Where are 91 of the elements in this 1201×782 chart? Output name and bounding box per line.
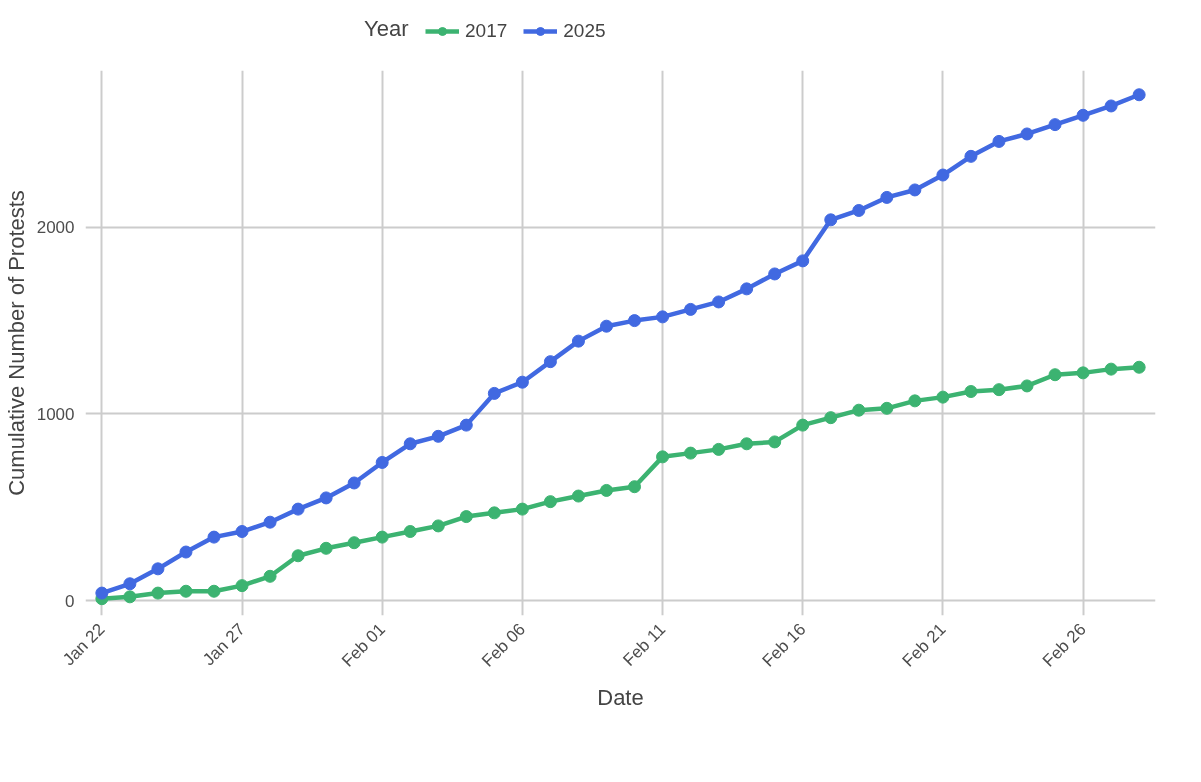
point [712, 442, 726, 456]
point [291, 502, 305, 516]
x-tick-label: Feb 06 [478, 619, 530, 671]
point [571, 489, 585, 503]
point [459, 510, 473, 524]
x-tick-label: Feb 11 [619, 619, 670, 670]
point [487, 506, 501, 520]
point [543, 355, 557, 369]
point [403, 437, 417, 451]
point [151, 586, 165, 600]
point [403, 525, 417, 538]
point [1076, 366, 1090, 380]
point [319, 541, 333, 555]
point [880, 401, 894, 415]
point [599, 483, 613, 497]
legend-title: Year [364, 16, 409, 41]
x-tick-label: Feb 26 [1038, 619, 1090, 671]
point [571, 334, 585, 348]
x-tick-label: Jan 27 [199, 619, 249, 670]
point [936, 168, 950, 182]
point [263, 569, 277, 583]
point [543, 495, 557, 509]
point [235, 525, 249, 538]
point [740, 282, 754, 296]
x-tick-label: Jan 22 [59, 619, 109, 670]
point [684, 302, 698, 316]
y-axis-title: Cumulative Number of Protests [3, 190, 29, 496]
point [656, 310, 670, 324]
point [1076, 108, 1090, 122]
x-axis-title: Date [597, 685, 644, 711]
point [1020, 379, 1034, 393]
point [515, 375, 529, 389]
point [459, 418, 473, 432]
point [628, 314, 642, 328]
point [1132, 360, 1146, 374]
point [768, 267, 782, 281]
point [95, 586, 109, 600]
point [992, 134, 1006, 148]
point [936, 390, 950, 404]
point [684, 446, 698, 460]
point [1104, 99, 1118, 113]
y-tick-label: 0 [65, 591, 75, 611]
point [992, 383, 1006, 397]
point [431, 519, 445, 533]
x-tick-label: Feb 21 [898, 619, 950, 671]
point [1104, 362, 1118, 376]
point [796, 254, 810, 268]
point [796, 418, 810, 432]
point [599, 319, 613, 333]
point [207, 584, 221, 598]
x-tick-label: Feb 01 [338, 619, 389, 671]
point [852, 203, 866, 217]
point [908, 183, 922, 197]
y-tick-label: 1000 [36, 404, 75, 424]
point [431, 429, 445, 443]
point [656, 450, 670, 464]
point [347, 536, 361, 550]
point [347, 476, 361, 490]
x-tick-label: Feb 16 [758, 619, 810, 671]
point [375, 455, 389, 469]
point [824, 411, 838, 425]
y-tick-label: 2000 [36, 218, 75, 238]
point [1132, 88, 1146, 102]
point [880, 190, 894, 204]
point [768, 435, 782, 449]
point [712, 295, 726, 309]
point [740, 437, 754, 451]
point [179, 584, 193, 598]
point [375, 530, 389, 544]
point [1048, 368, 1062, 382]
legend-label: 2025 [563, 20, 606, 42]
point [1048, 118, 1062, 132]
point [291, 549, 305, 563]
point [824, 213, 838, 227]
point [487, 386, 501, 400]
point [908, 394, 922, 408]
point [964, 149, 978, 163]
point [123, 577, 137, 591]
point [515, 502, 529, 516]
point [628, 480, 642, 494]
legend-label: 2017 [465, 20, 508, 42]
point [235, 579, 249, 593]
point [263, 515, 277, 529]
point [207, 530, 221, 544]
point [151, 562, 165, 576]
point [964, 385, 978, 399]
point [1020, 127, 1034, 141]
point [123, 590, 137, 604]
point [852, 403, 866, 417]
point [319, 491, 333, 505]
point [179, 545, 193, 559]
